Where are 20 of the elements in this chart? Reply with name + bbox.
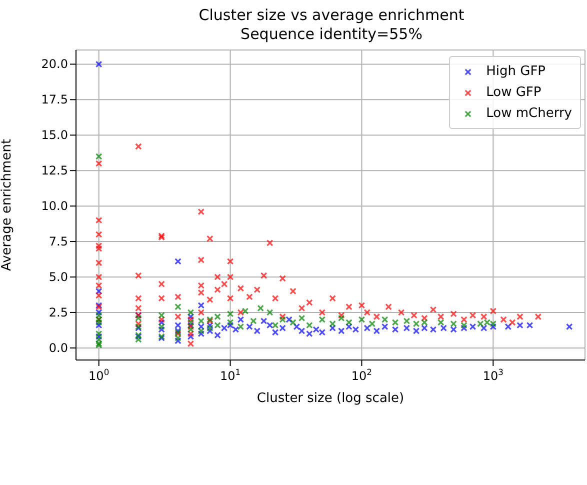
y-tick-label: 20.0 bbox=[41, 57, 68, 72]
x-tick-label: 10$^{1}$ bbox=[220, 367, 241, 383]
x-tick-label: 10$^{0}$ bbox=[88, 367, 110, 383]
x-tick-label: 10$^{3}$ bbox=[482, 367, 504, 383]
legend-label: Low GFP bbox=[486, 85, 542, 100]
y-tick-label: 10.0 bbox=[41, 199, 68, 214]
chart-title: Cluster size vs average enrichment bbox=[198, 6, 466, 25]
y-tick-label: 12.5 bbox=[41, 164, 68, 178]
y-tick-label: 5.0 bbox=[48, 270, 68, 284]
legend-label: Low mCherry bbox=[486, 106, 572, 121]
chart-subtitle: Sequence identity=55% bbox=[240, 25, 424, 44]
y-tick-label: 2.5 bbox=[48, 305, 68, 320]
y-tick-label: 17.5 bbox=[41, 92, 68, 107]
x-tick-label: 10$^{2}$ bbox=[351, 367, 372, 383]
y-tick-label: 0.0 bbox=[48, 340, 68, 355]
y-tick-label: 15.0 bbox=[41, 128, 68, 142]
y-axis-title: Average enrichment bbox=[0, 138, 15, 272]
x-axis-title: Cluster size (log scale) bbox=[256, 391, 404, 406]
y-tick-label: 7.5 bbox=[48, 234, 68, 249]
legend-label: High GFP bbox=[486, 64, 546, 79]
